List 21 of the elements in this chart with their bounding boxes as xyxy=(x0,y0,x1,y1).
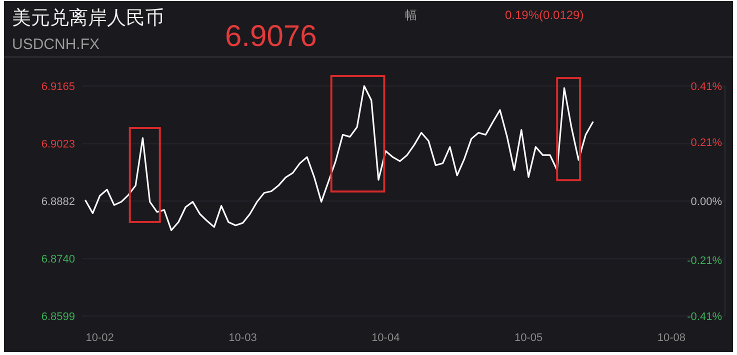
y-tick-label: 6.8882 xyxy=(41,196,75,208)
text: 幅 xyxy=(405,8,417,22)
y-tick-label: 6.9165 xyxy=(41,81,75,93)
text: 0.19%(0.0129) xyxy=(505,8,584,22)
y2-tick-label: 0.41% xyxy=(690,81,722,93)
y-tick-label: 6.8599 xyxy=(41,311,75,323)
y2-tick-label: 0.21% xyxy=(690,137,722,150)
line-series xyxy=(84,85,594,232)
chart-subtitle: USDCNH.FX xyxy=(12,36,100,53)
y-tick-label: 6.8740 xyxy=(41,254,75,266)
y2-tick-label: -0.21% xyxy=(687,254,722,267)
chart-title: 美元兑离岸人民币 xyxy=(12,7,164,29)
x-tick-label: 10-04 xyxy=(372,332,400,344)
y2-tick-label: 0.00% xyxy=(690,196,722,208)
x-tick-label: 10-02 xyxy=(86,332,114,344)
y2-tick-label: -0.41% xyxy=(687,311,722,323)
text: 6.9076 xyxy=(225,20,317,53)
x-tick-label: 10-08 xyxy=(657,332,686,344)
y-tick-label: 6.9023 xyxy=(41,138,75,151)
x-tick-label: 10-05 xyxy=(514,332,543,344)
x-tick-label: 10-03 xyxy=(228,332,257,344)
